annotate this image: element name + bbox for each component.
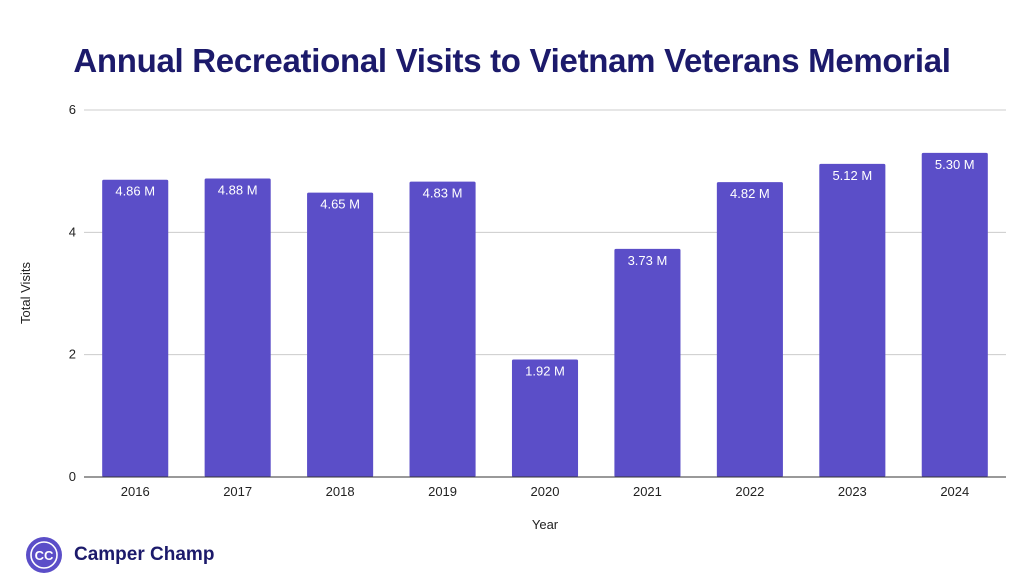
svg-text:CC: CC <box>35 548 54 563</box>
y-axis-title: Total Visits <box>18 262 33 324</box>
bars: 4.86 M 4.88 M 4.65 M 4.83 M 1.92 M 3.73 M 4.82… <box>102 152 988 478</box>
y-tick-label: 4 <box>69 224 76 239</box>
x-tick-label: 2024 <box>940 484 969 499</box>
chart-title: Annual Recreational Visits to Vietnam Ve… <box>73 42 951 79</box>
bar-2023 <box>819 163 886 477</box>
x-tick-label: 2021 <box>633 484 662 499</box>
camper-champ-logo-icon: CC <box>26 537 62 573</box>
bar-2020 <box>511 359 579 477</box>
data-label-2018: 4.65 M <box>320 197 360 212</box>
data-label-2020: 1.92 M <box>525 364 565 379</box>
data-label-2016: 4.86 M <box>115 184 155 199</box>
x-tick-label: 2016 <box>121 484 150 499</box>
data-label-2019: 4.83 M <box>423 186 463 201</box>
x-axis-ticks: 2016 2017 2018 2019 2020 2021 2022 2023 2024 <box>121 484 969 499</box>
brand-name: Camper Champ <box>74 544 215 565</box>
bar-2021 <box>614 248 681 477</box>
data-label-2022: 4.82 M <box>730 186 770 201</box>
x-tick-label: 2020 <box>531 484 560 499</box>
x-tick-label: 2017 <box>223 484 252 499</box>
y-tick-label: 6 <box>69 102 76 117</box>
bar-2019 <box>409 181 476 477</box>
y-tick-label: 2 <box>69 347 76 362</box>
data-label-2023: 5.12 M <box>832 168 872 183</box>
data-label-2017: 4.88 M <box>218 183 258 198</box>
bar-2016 <box>102 179 169 478</box>
x-axis-title: Year <box>532 517 559 532</box>
data-label-2021: 3.73 M <box>628 253 668 268</box>
bar-2024 <box>921 152 988 478</box>
x-tick-label: 2018 <box>326 484 355 499</box>
x-tick-label: 2023 <box>838 484 867 499</box>
data-label-2024: 5.30 M <box>935 157 975 172</box>
y-tick-label: 0 <box>69 469 76 484</box>
x-tick-label: 2019 <box>428 484 457 499</box>
bar-2018 <box>307 192 374 477</box>
x-tick-label: 2022 <box>735 484 764 499</box>
bar-2022 <box>716 182 783 477</box>
brand-footer: CC Camper Champ <box>26 536 214 574</box>
y-axis-ticks: 0 2 4 6 <box>69 102 76 484</box>
bar-2017 <box>204 178 271 478</box>
